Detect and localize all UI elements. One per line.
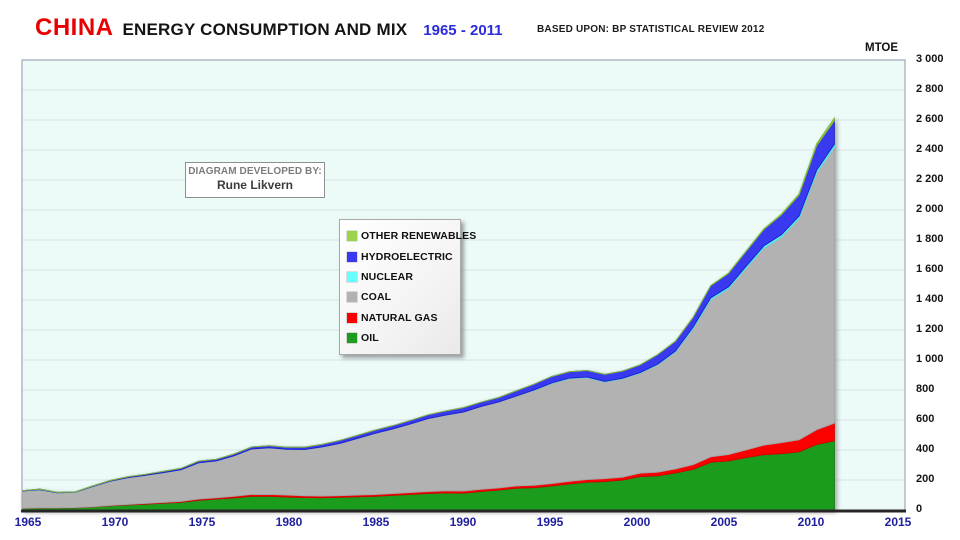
legend-label: HYDROELECTRIC bbox=[361, 250, 453, 263]
y-tick-label-2400: 2 400 bbox=[916, 143, 944, 155]
x-tick-label-1995: 1995 bbox=[536, 515, 564, 529]
legend-label: OTHER RENEWABLES bbox=[361, 230, 477, 243]
y-tick-label-400: 400 bbox=[916, 443, 935, 455]
legend-item-coal: COAL bbox=[347, 287, 456, 307]
title-main: ENERGY CONSUMPTION AND MIX bbox=[122, 20, 408, 39]
y-tick-label-2800: 2 800 bbox=[916, 83, 944, 95]
x-tick-label-2000: 2000 bbox=[623, 515, 651, 529]
legend-swatch-icon bbox=[347, 251, 357, 262]
y-tick-label-1000: 1 000 bbox=[916, 353, 944, 365]
x-tick-label-1980: 1980 bbox=[275, 515, 303, 529]
y-tick-label-1600: 1 600 bbox=[916, 263, 944, 275]
x-tick-label-1975: 1975 bbox=[188, 515, 216, 529]
area-series-other-renewables bbox=[21, 116, 835, 493]
y-tick-label-1400: 1 400 bbox=[916, 293, 944, 305]
credit-box: DIAGRAM DEVELOPED BY: Rune Likvern bbox=[185, 162, 325, 198]
x-tick-label-1970: 1970 bbox=[101, 515, 129, 529]
legend-swatch-icon bbox=[347, 271, 357, 282]
y-tick-label-3000: 3 000 bbox=[916, 53, 944, 65]
credit-box-author: Rune Likvern bbox=[216, 178, 294, 192]
title-years: 1965 - 2011 bbox=[423, 22, 503, 39]
legend-label: NUCLEAR bbox=[361, 270, 414, 283]
x-tick-label-1990: 1990 bbox=[449, 515, 477, 529]
y-tick-label-2000: 2 000 bbox=[916, 203, 944, 215]
y-tick-label-600: 600 bbox=[916, 413, 935, 425]
legend-swatch-icon bbox=[347, 292, 357, 303]
legend-label: COAL bbox=[361, 291, 392, 304]
y-tick-label-1800: 1 800 bbox=[916, 233, 944, 245]
legend-label: NATURAL GAS bbox=[361, 311, 438, 324]
legend-swatch-icon bbox=[347, 333, 357, 344]
y-tick-label-0: 0 bbox=[916, 503, 923, 515]
legend-label: OIL bbox=[361, 332, 379, 345]
y-tick-label-2200: 2 200 bbox=[916, 173, 944, 185]
legend-item-oil: OIL bbox=[347, 328, 456, 348]
x-tick-label-1985: 1985 bbox=[362, 515, 390, 529]
legend-item-other-renewables: OTHER RENEWABLES bbox=[347, 226, 476, 246]
y-tick-label-2600: 2 600 bbox=[916, 113, 944, 125]
legend-item-hydroelectric: HYDROELECTRIC bbox=[347, 246, 456, 266]
y-axis-unit-label: MTOE bbox=[864, 42, 898, 54]
legend-item-natural-gas: NATURAL GAS bbox=[347, 308, 456, 328]
y-tick-label-200: 200 bbox=[916, 473, 935, 485]
legend-swatch-icon bbox=[347, 231, 357, 242]
page-title: CHINA ENERGY CONSUMPTION AND MIX 1965 - … bbox=[35, 14, 503, 42]
source-note: BASED UPON: BP STATISTICAL REVIEW 2012 bbox=[537, 24, 765, 35]
title-country: CHINA bbox=[35, 14, 114, 41]
x-tick-label-2015: 2015 bbox=[884, 515, 912, 529]
x-tick-label-2010: 2010 bbox=[797, 515, 825, 529]
x-tick-label-1965: 1965 bbox=[14, 515, 42, 529]
legend-item-nuclear: NUCLEAR bbox=[347, 267, 456, 287]
y-tick-label-800: 800 bbox=[916, 383, 935, 395]
x-tick-label-2005: 2005 bbox=[710, 515, 738, 529]
plot-border bbox=[21, 59, 906, 510]
y-tick-label-1200: 1 200 bbox=[916, 323, 944, 335]
legend: OTHER RENEWABLES HYDROELECTRIC NUCLEAR COAL… bbox=[339, 219, 476, 356]
credit-box-caption: DIAGRAM DEVELOPED BY: bbox=[188, 166, 322, 177]
legend-swatch-icon bbox=[347, 312, 357, 323]
